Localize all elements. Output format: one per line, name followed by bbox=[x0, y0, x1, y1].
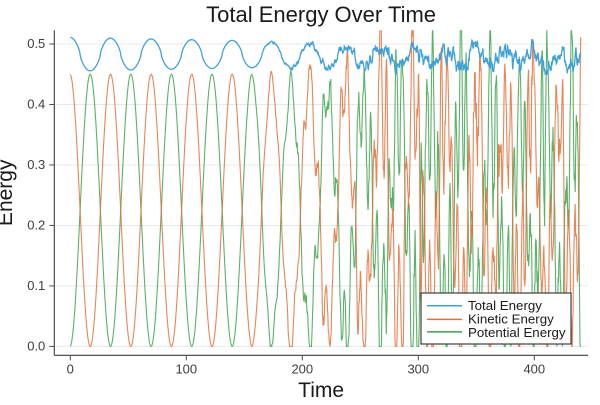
svg-text:0.2: 0.2 bbox=[27, 217, 45, 232]
svg-text:400: 400 bbox=[523, 361, 545, 376]
svg-text:200: 200 bbox=[291, 361, 313, 376]
svg-text:300: 300 bbox=[407, 361, 429, 376]
svg-text:Energy: Energy bbox=[0, 159, 17, 226]
svg-text:0.5: 0.5 bbox=[27, 36, 45, 51]
svg-text:0.3: 0.3 bbox=[27, 157, 45, 172]
svg-text:100: 100 bbox=[175, 361, 197, 376]
svg-text:Time: Time bbox=[298, 379, 344, 400]
svg-text:0.4: 0.4 bbox=[27, 96, 45, 111]
svg-text:Potential Energy: Potential Energy bbox=[468, 325, 566, 340]
svg-text:Total Energy Over Time: Total Energy Over Time bbox=[206, 2, 436, 27]
svg-text:0.0: 0.0 bbox=[27, 338, 45, 353]
svg-text:0.1: 0.1 bbox=[27, 278, 45, 293]
svg-text:0: 0 bbox=[67, 361, 74, 376]
